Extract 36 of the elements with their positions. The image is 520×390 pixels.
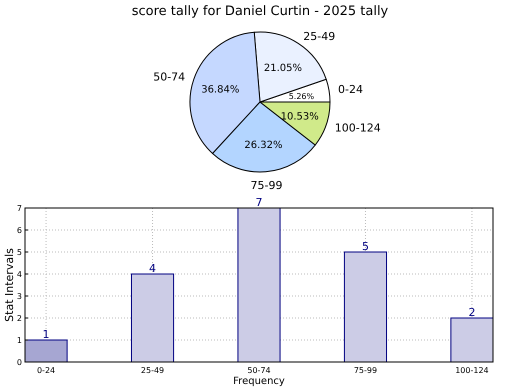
data-label: 2 (468, 306, 476, 319)
data-label: 26.32% (244, 140, 283, 151)
x-tick-label: 50-74 (247, 366, 271, 375)
y-tick-label: 5 (16, 248, 22, 257)
y-tick-label: 7 (16, 204, 22, 213)
data-label: 1 (42, 328, 50, 341)
y-axis-title: Stat Intervals (3, 248, 16, 322)
slice-label: 75-99 (250, 178, 282, 192)
y-tick-label: 4 (16, 270, 22, 279)
data-label: 5 (362, 240, 369, 253)
x-tick-label: 100-124 (455, 366, 489, 375)
data-label: 7 (256, 196, 262, 209)
data-label: 4 (149, 262, 156, 275)
y-tick-label: 1 (16, 336, 22, 345)
x-tick-label: 0-24 (36, 366, 56, 375)
bar (450, 318, 494, 362)
y-tick-label: 3 (16, 292, 22, 301)
data-label: 21.05% (264, 62, 302, 74)
bar (237, 208, 281, 362)
chart-title: score tally for Daniel Curtin - 2025 tally (132, 4, 389, 19)
x-tick-label: 25-49 (140, 366, 164, 375)
x-tick-label: 75-99 (354, 366, 378, 375)
data-label: 5.26% (288, 92, 315, 102)
bar (24, 340, 68, 362)
bar (130, 274, 174, 362)
slice-label: 25-49 (303, 30, 336, 43)
data-label: 36.84% (201, 84, 240, 96)
y-tick-label: 2 (16, 314, 22, 323)
x-axis-title: Frequency (233, 376, 285, 387)
slice-label: 0-24 (338, 82, 363, 96)
y-tick-label: 0 (16, 358, 22, 367)
slice-label: 50-74 (153, 70, 186, 84)
y-tick-label: 6 (16, 226, 22, 235)
slice-label: 100-124 (334, 122, 381, 135)
bar (344, 252, 388, 362)
data-label: 10.53% (280, 112, 319, 123)
